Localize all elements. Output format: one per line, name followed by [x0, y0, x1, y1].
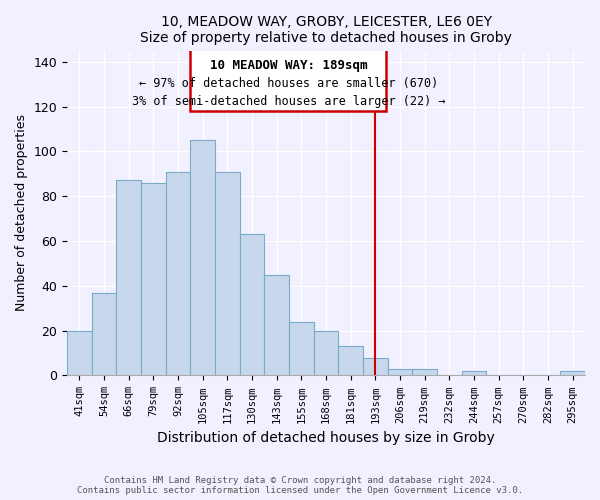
Bar: [240, 234, 265, 376]
Bar: [289, 322, 314, 376]
Bar: [462, 371, 487, 376]
Bar: [67, 330, 92, 376]
X-axis label: Distribution of detached houses by size in Groby: Distribution of detached houses by size …: [157, 431, 495, 445]
Text: ← 97% of detached houses are smaller (670): ← 97% of detached houses are smaller (67…: [139, 78, 438, 90]
Bar: [314, 330, 338, 376]
Bar: [141, 182, 166, 376]
Text: 3% of semi-detached houses are larger (22) →: 3% of semi-detached houses are larger (2…: [132, 96, 445, 108]
Bar: [166, 172, 190, 376]
Bar: [116, 180, 141, 376]
Title: 10, MEADOW WAY, GROBY, LEICESTER, LE6 0EY
Size of property relative to detached : 10, MEADOW WAY, GROBY, LEICESTER, LE6 0E…: [140, 15, 512, 45]
Bar: [560, 371, 585, 376]
Bar: [92, 292, 116, 376]
Bar: [363, 358, 388, 376]
Bar: [215, 172, 240, 376]
Bar: [265, 274, 289, 376]
Bar: [338, 346, 363, 376]
Text: Contains HM Land Registry data © Crown copyright and database right 2024.
Contai: Contains HM Land Registry data © Crown c…: [77, 476, 523, 495]
Bar: [190, 40, 386, 111]
Text: 10 MEADOW WAY: 189sqm: 10 MEADOW WAY: 189sqm: [210, 60, 367, 72]
Bar: [190, 140, 215, 376]
Bar: [388, 368, 412, 376]
Y-axis label: Number of detached properties: Number of detached properties: [15, 114, 28, 312]
Bar: [412, 368, 437, 376]
